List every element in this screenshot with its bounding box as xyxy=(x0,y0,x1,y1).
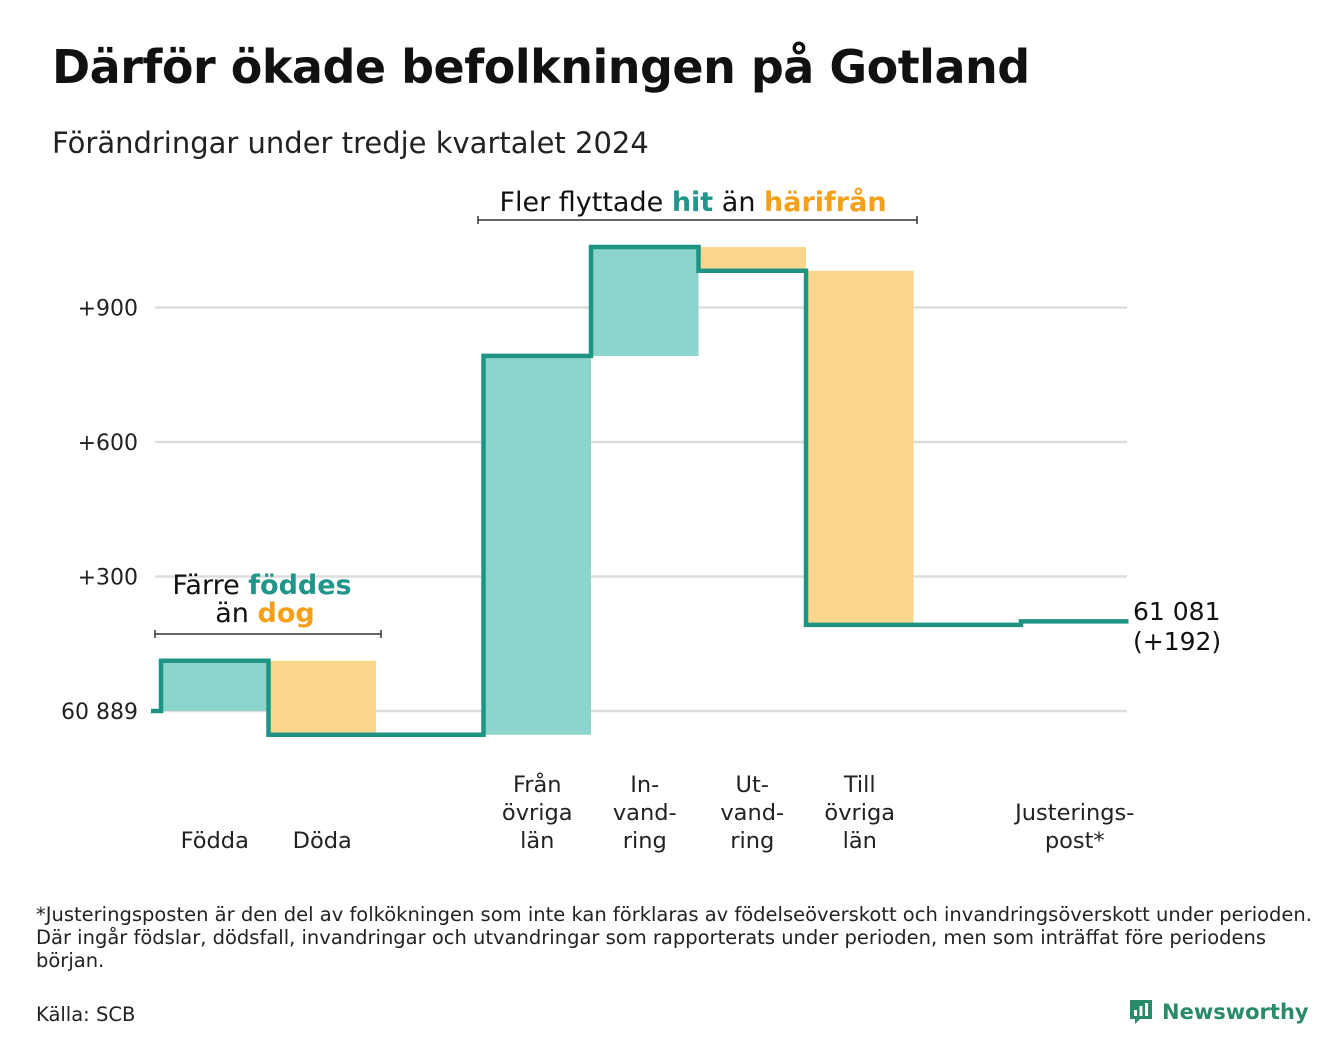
y-tick-label: +900 xyxy=(78,297,138,322)
x-category-label-line: Ut- xyxy=(736,772,769,798)
brand-logo: Newsworthy xyxy=(1128,998,1309,1026)
x-category-label: Födda xyxy=(181,828,249,854)
footnote: *Justeringsposten är den del av folkökni… xyxy=(36,903,1312,972)
waterfall-bar xyxy=(268,660,376,735)
x-category-label: In-vand-ring xyxy=(613,772,677,854)
end-value-text-line: (+192) xyxy=(1133,627,1221,656)
waterfall-bar xyxy=(161,660,269,711)
end-value-label: 61 081 (+192) xyxy=(1133,597,1221,656)
end-value-text-line: 61 081 xyxy=(1133,597,1220,626)
y-tick-label: 60 889 xyxy=(61,700,138,725)
brand-name: Newsworthy xyxy=(1162,1000,1309,1024)
running-total-line xyxy=(151,244,1129,738)
x-category-label-line: Från xyxy=(513,770,562,798)
x-category-label-line: vand- xyxy=(720,800,784,826)
source-note: Källa: SCB xyxy=(36,1003,136,1026)
x-category-label: Justerings-post* xyxy=(1013,800,1134,854)
x-category-label: Ut-vand-ring xyxy=(720,772,784,854)
x-category-label: Döda xyxy=(293,828,352,854)
x-category-label-line: län xyxy=(843,828,877,854)
bar-chart-logo-icon xyxy=(1130,1000,1152,1024)
y-tick-label: +300 xyxy=(78,566,138,591)
waterfall-bars xyxy=(161,246,914,735)
waterfall-bar xyxy=(698,246,806,271)
annotation-text-part: än xyxy=(215,598,257,629)
x-category-label-line: post* xyxy=(1045,828,1105,854)
annotation-text-part: härifrån xyxy=(764,186,887,218)
chart-title: Därför ökade befolkningen på Gotland xyxy=(52,40,1030,94)
running-total-path xyxy=(151,244,1129,738)
waterfall-bar xyxy=(483,355,591,735)
waterfall-bar xyxy=(806,270,914,625)
annotation-text-part: än xyxy=(713,187,764,218)
y-axis-tick-labels: 60 889 +300 +600 +900 xyxy=(61,297,138,726)
y-tick-label: +600 xyxy=(78,431,138,456)
x-category-label-line: övriga xyxy=(502,800,573,826)
annotation-text: Färre föddes xyxy=(172,570,351,601)
x-category-label-line: ring xyxy=(730,828,774,854)
x-category-label-line: Till xyxy=(843,772,876,798)
x-category-label-line: övriga xyxy=(824,800,895,826)
x-category-label-line: Justerings- xyxy=(1013,800,1134,826)
x-category-label-line: In- xyxy=(630,772,659,798)
x-category-label-line: län xyxy=(520,828,554,854)
x-category-label-line: Döda xyxy=(293,828,352,854)
gridlines xyxy=(155,306,1127,713)
annotation-text-part: dog xyxy=(258,598,315,629)
waterfall-bar xyxy=(591,246,699,356)
annotation-text: än dog xyxy=(215,598,314,629)
end-value-text: 61 081 (+192) xyxy=(1133,597,1221,656)
annotation-text-part: hit xyxy=(672,187,713,218)
x-category-label: Till övriga län xyxy=(824,772,895,854)
x-category-label-line: Födda xyxy=(181,828,249,854)
annotation-text-part: föddes xyxy=(248,570,351,601)
x-category-label: Från övriga län xyxy=(502,770,573,854)
x-category-label-line: ring xyxy=(623,828,667,854)
annotation-text: Fler flyttade hit än härifrån xyxy=(499,186,886,218)
annotation-text-part: Fler flyttade xyxy=(499,187,671,218)
x-category-label-line: vand- xyxy=(613,800,677,826)
chart-subtitle: Förändringar under tredje kvartalet 2024 xyxy=(52,126,649,160)
annotation-text-part: Färre xyxy=(172,570,248,601)
